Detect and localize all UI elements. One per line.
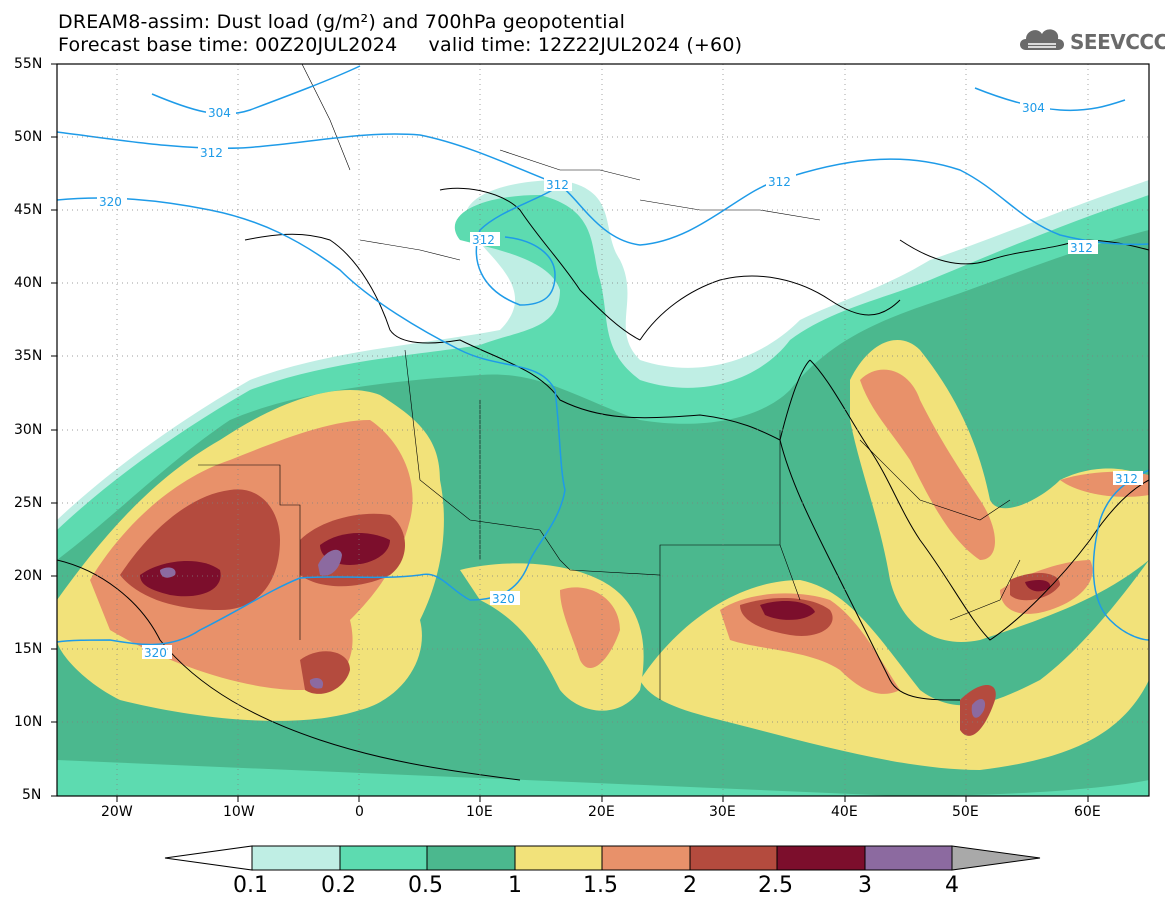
- colorbar: [164, 845, 1041, 871]
- contour-label-304: 304: [208, 106, 231, 120]
- colorbar-swatch-3: [514, 845, 603, 871]
- lat-label: 25N: [14, 495, 43, 511]
- country-borders: [198, 64, 1021, 700]
- colorbar-label: 1: [508, 873, 522, 898]
- dust-band-3: [318, 549, 342, 576]
- contour-label-320: 320: [99, 195, 122, 209]
- lat-label: 50N: [14, 129, 43, 145]
- colorbar-swatch-5: [689, 845, 778, 871]
- lon-label: 10E: [466, 804, 493, 820]
- contour-label-304: 304: [1022, 101, 1045, 115]
- colorbar-min-arrow: [164, 845, 253, 871]
- seevccc-logo: SEEVCCC: [1016, 22, 1165, 62]
- lon-label: 60E: [1074, 804, 1101, 820]
- colorbar-swatch-7: [864, 845, 953, 871]
- contour-label-312: 312: [546, 178, 569, 192]
- contour-label-312: 312: [200, 146, 223, 160]
- colorbar-label: 0.1: [233, 873, 268, 898]
- colorbar-swatch-1: [339, 845, 428, 871]
- contour-label-320: 320: [492, 592, 515, 606]
- lat-label: 35N: [14, 348, 43, 364]
- lat-label: 5N: [22, 787, 42, 803]
- lat-label: 20N: [14, 568, 43, 584]
- dust-band-3: [160, 567, 176, 578]
- contour-320: [1092, 469, 1149, 641]
- contour-320: [57, 197, 566, 646]
- contour-labels: 304 304 312 312 312 312 312 320 320 320 …: [97, 100, 1143, 660]
- dust-band-2.5: [1025, 580, 1051, 592]
- colorbar-swatch-0: [251, 845, 341, 871]
- dust-band-2.5: [760, 600, 815, 620]
- dust-band-1.5: [860, 369, 995, 560]
- cloud-icon: [1020, 29, 1064, 50]
- dust-band-1.5: [560, 587, 620, 669]
- colorbar-label: 1.5: [583, 873, 618, 898]
- lon-label: 20W: [101, 804, 133, 820]
- contour-312: [475, 184, 561, 306]
- lon-label: 50E: [952, 804, 979, 820]
- contour-label-320: 320: [144, 646, 167, 660]
- map-title: DREAM8-assim: Dust load (g/m²) and 700hP…: [58, 11, 626, 33]
- axis-ticks: [51, 63, 1089, 802]
- logo-text: SEEVCCC: [1070, 30, 1165, 54]
- dust-band-2.5: [140, 560, 221, 597]
- lon-label: 40E: [831, 804, 858, 820]
- colorbar-label: 2: [683, 873, 697, 898]
- lat-label: 40N: [14, 275, 43, 291]
- lon-label: 0: [355, 804, 364, 820]
- lon-label: 20E: [588, 804, 615, 820]
- colorbar-swatch-4: [601, 845, 691, 871]
- lat-label: 15N: [14, 641, 43, 657]
- dust-band-3: [971, 698, 986, 718]
- colorbar-swatch-2: [426, 845, 516, 871]
- contour-312: [57, 131, 1149, 246]
- lon-label: 30E: [709, 804, 736, 820]
- geopotential-contours: [57, 65, 1149, 646]
- contour-label-312: 312: [1070, 241, 1093, 255]
- colorbar-swatch-6: [776, 845, 866, 871]
- lat-label: 10N: [14, 714, 43, 730]
- lat-label: 45N: [14, 202, 43, 218]
- lat-label: 55N: [14, 56, 43, 72]
- lon-label: 10W: [223, 804, 255, 820]
- forecast-time-line: Forecast base time: 00Z20JUL2024 valid t…: [58, 34, 743, 56]
- gridlines: [57, 64, 1149, 796]
- contour-304: [974, 87, 1126, 112]
- contour-label-312: 312: [1115, 472, 1138, 486]
- dust-band-3: [309, 677, 324, 689]
- colorbar-label: 2.5: [758, 873, 793, 898]
- dust-field: 304 304 312 312 312 312 312 320 320 320 …: [57, 64, 1149, 796]
- colorbar-max-arrow: [951, 845, 1041, 871]
- colorbar-label: 3: [858, 873, 872, 898]
- contour-label-312: 312: [472, 233, 495, 247]
- colorbar-label: 0.2: [321, 873, 356, 898]
- coastlines: [57, 187, 1149, 781]
- lat-label: 30N: [14, 422, 43, 438]
- contour-304: [151, 65, 361, 115]
- colorbar-label: 4: [945, 873, 959, 898]
- colorbar-label: 0.5: [408, 873, 443, 898]
- contour-label-312: 312: [768, 175, 791, 189]
